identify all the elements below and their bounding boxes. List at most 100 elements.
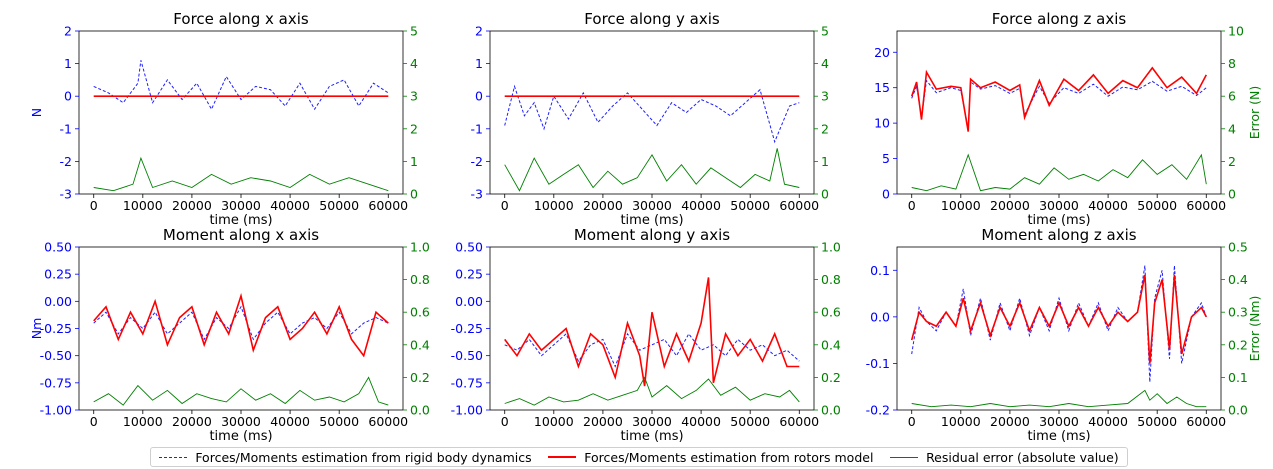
- y-tick-label: -0.25: [40, 321, 72, 336]
- y-tick-label: 0.00: [44, 294, 72, 309]
- x-tick-label: 20000: [172, 414, 212, 429]
- x-tick-label: 50000: [730, 198, 770, 213]
- y-right-tick-label: 0.8: [410, 272, 430, 287]
- series-rigid-line: [504, 84, 800, 144]
- y-right-tick-label: 0.3: [1228, 305, 1248, 320]
- chart-title: Force along x axis: [173, 10, 309, 28]
- chart-panel-2: Force along y axis 0 10000 20000 30000 40000 5…: [471, 10, 829, 228]
- x-tick-label: 0: [90, 198, 98, 213]
- y-right-tick-label: 2: [410, 121, 418, 136]
- x-tick-label: 60000: [779, 198, 819, 213]
- y-tick-label: -1: [60, 121, 72, 136]
- y-right-tick-label: 0: [1228, 187, 1236, 202]
- y-tick-label: 15: [874, 80, 890, 95]
- x-tick-label: 50000: [1137, 414, 1177, 429]
- x-tick-label: 50000: [730, 414, 770, 429]
- y-tick-label: -3: [471, 187, 483, 202]
- x-axis-label: time (ms): [620, 213, 683, 228]
- y-tick-label: 2: [64, 24, 72, 39]
- y-axis-label: N: [29, 108, 44, 117]
- y-tick-label: -0.1: [866, 356, 890, 371]
- y-right-tick-label: 0.0: [410, 403, 430, 418]
- chart-title: Moment along x axis: [163, 226, 319, 244]
- series-error-line: [504, 148, 800, 192]
- x-tick-label: 30000: [632, 198, 672, 213]
- chart-panel-1: Force along x axis 0 10000 20000 30000 40000 5…: [29, 10, 418, 228]
- series-rotors-line: [910, 274, 1208, 364]
- y-right-axis-label: Error (N): [1247, 86, 1262, 140]
- y-tick-label: -0.75: [40, 375, 72, 390]
- y-tick-label: 10: [874, 116, 890, 131]
- y-right-tick-label: 0.8: [821, 272, 841, 287]
- x-tick-label: 60000: [779, 414, 819, 429]
- series-error-line: [93, 156, 389, 192]
- y-tick-label: 0.0: [870, 309, 890, 324]
- y-tick-label: 20: [874, 45, 890, 60]
- y-right-tick-label: 3: [410, 89, 418, 104]
- y-tick-label: -1.00: [451, 403, 483, 418]
- y-right-tick-label: 1: [821, 154, 829, 169]
- y-tick-label: 0.25: [44, 267, 72, 282]
- x-tick-label: 0: [908, 198, 916, 213]
- y-right-axis-label: Error (Nm): [1247, 296, 1262, 362]
- x-tick-label: 50000: [319, 198, 359, 213]
- legend-swatch-rotors: [548, 456, 577, 458]
- y-tick-label: -1: [471, 121, 483, 136]
- legend: Forces/Moments estimation from rigid bod…: [150, 447, 1128, 467]
- x-tick-label: 10000: [123, 414, 163, 429]
- y-tick-label: -1.00: [40, 403, 72, 418]
- x-tick-label: 50000: [1137, 198, 1177, 213]
- series-rigid-line: [93, 60, 389, 111]
- y-right-tick-label: 2: [821, 121, 829, 136]
- x-tick-label: 10000: [941, 414, 981, 429]
- y-tick-label: 0.25: [455, 267, 483, 282]
- x-axis-label: time (ms): [209, 213, 272, 228]
- y-right-tick-label: 4: [1228, 121, 1236, 136]
- x-tick-label: 20000: [583, 414, 623, 429]
- chart-title: Force along z axis: [992, 10, 1127, 28]
- y-right-tick-label: 0.2: [1228, 337, 1248, 352]
- x-tick-label: 0: [501, 414, 509, 429]
- x-tick-label: 0: [908, 414, 916, 429]
- x-axis-label: time (ms): [1027, 213, 1090, 228]
- legend-swatch-error: [890, 456, 919, 458]
- plot-frame: [489, 246, 815, 411]
- y-right-tick-label: 0: [821, 187, 829, 202]
- x-tick-label: 40000: [681, 198, 721, 213]
- legend-item-rigid: Forces/Moments estimation from rigid bod…: [159, 450, 532, 465]
- y-tick-label: 0.50: [455, 240, 483, 255]
- y-right-tick-label: 2: [1228, 154, 1236, 169]
- x-tick-label: 40000: [270, 414, 310, 429]
- chart-panel-3: Force along z axis 0 10000 20000 30000 40000 5…: [874, 10, 1262, 228]
- x-tick-label: 10000: [534, 414, 574, 429]
- y-right-tick-label: 0: [410, 187, 418, 202]
- legend-item-rotors: Forces/Moments estimation from rotors mo…: [548, 450, 873, 465]
- y-tick-label: -0.2: [866, 403, 890, 418]
- x-tick-label: 60000: [368, 198, 408, 213]
- y-right-tick-label: 10: [1228, 24, 1244, 39]
- y-tick-label: -3: [60, 187, 72, 202]
- x-tick-label: 20000: [583, 198, 623, 213]
- y-right-tick-label: 1: [410, 154, 418, 169]
- series-rotors-line: [504, 277, 800, 387]
- y-right-tick-label: 0.2: [821, 370, 841, 385]
- series-rotors-line: [910, 66, 1208, 132]
- y-right-tick-label: 5: [410, 24, 418, 39]
- chart-panel-5: Moment along y axis 0 10000 20000 30000 40000…: [451, 226, 841, 444]
- y-tick-label: 5: [882, 151, 890, 166]
- x-tick-label: 10000: [941, 198, 981, 213]
- y-right-tick-label: 0.2: [410, 370, 430, 385]
- y-tick-label: 0: [475, 89, 483, 104]
- y-right-tick-label: 0.4: [410, 337, 430, 352]
- x-tick-label: 40000: [1088, 198, 1128, 213]
- y-axis-label: Nm: [29, 318, 44, 340]
- y-right-tick-label: 0.0: [821, 403, 841, 418]
- x-tick-label: 30000: [221, 198, 261, 213]
- x-tick-label: 10000: [534, 198, 574, 213]
- series-rotors-line: [93, 292, 389, 358]
- y-right-tick-label: 5: [821, 24, 829, 39]
- y-right-tick-label: 0.6: [821, 305, 841, 320]
- x-tick-label: 20000: [990, 414, 1030, 429]
- y-right-tick-label: 8: [1228, 56, 1236, 71]
